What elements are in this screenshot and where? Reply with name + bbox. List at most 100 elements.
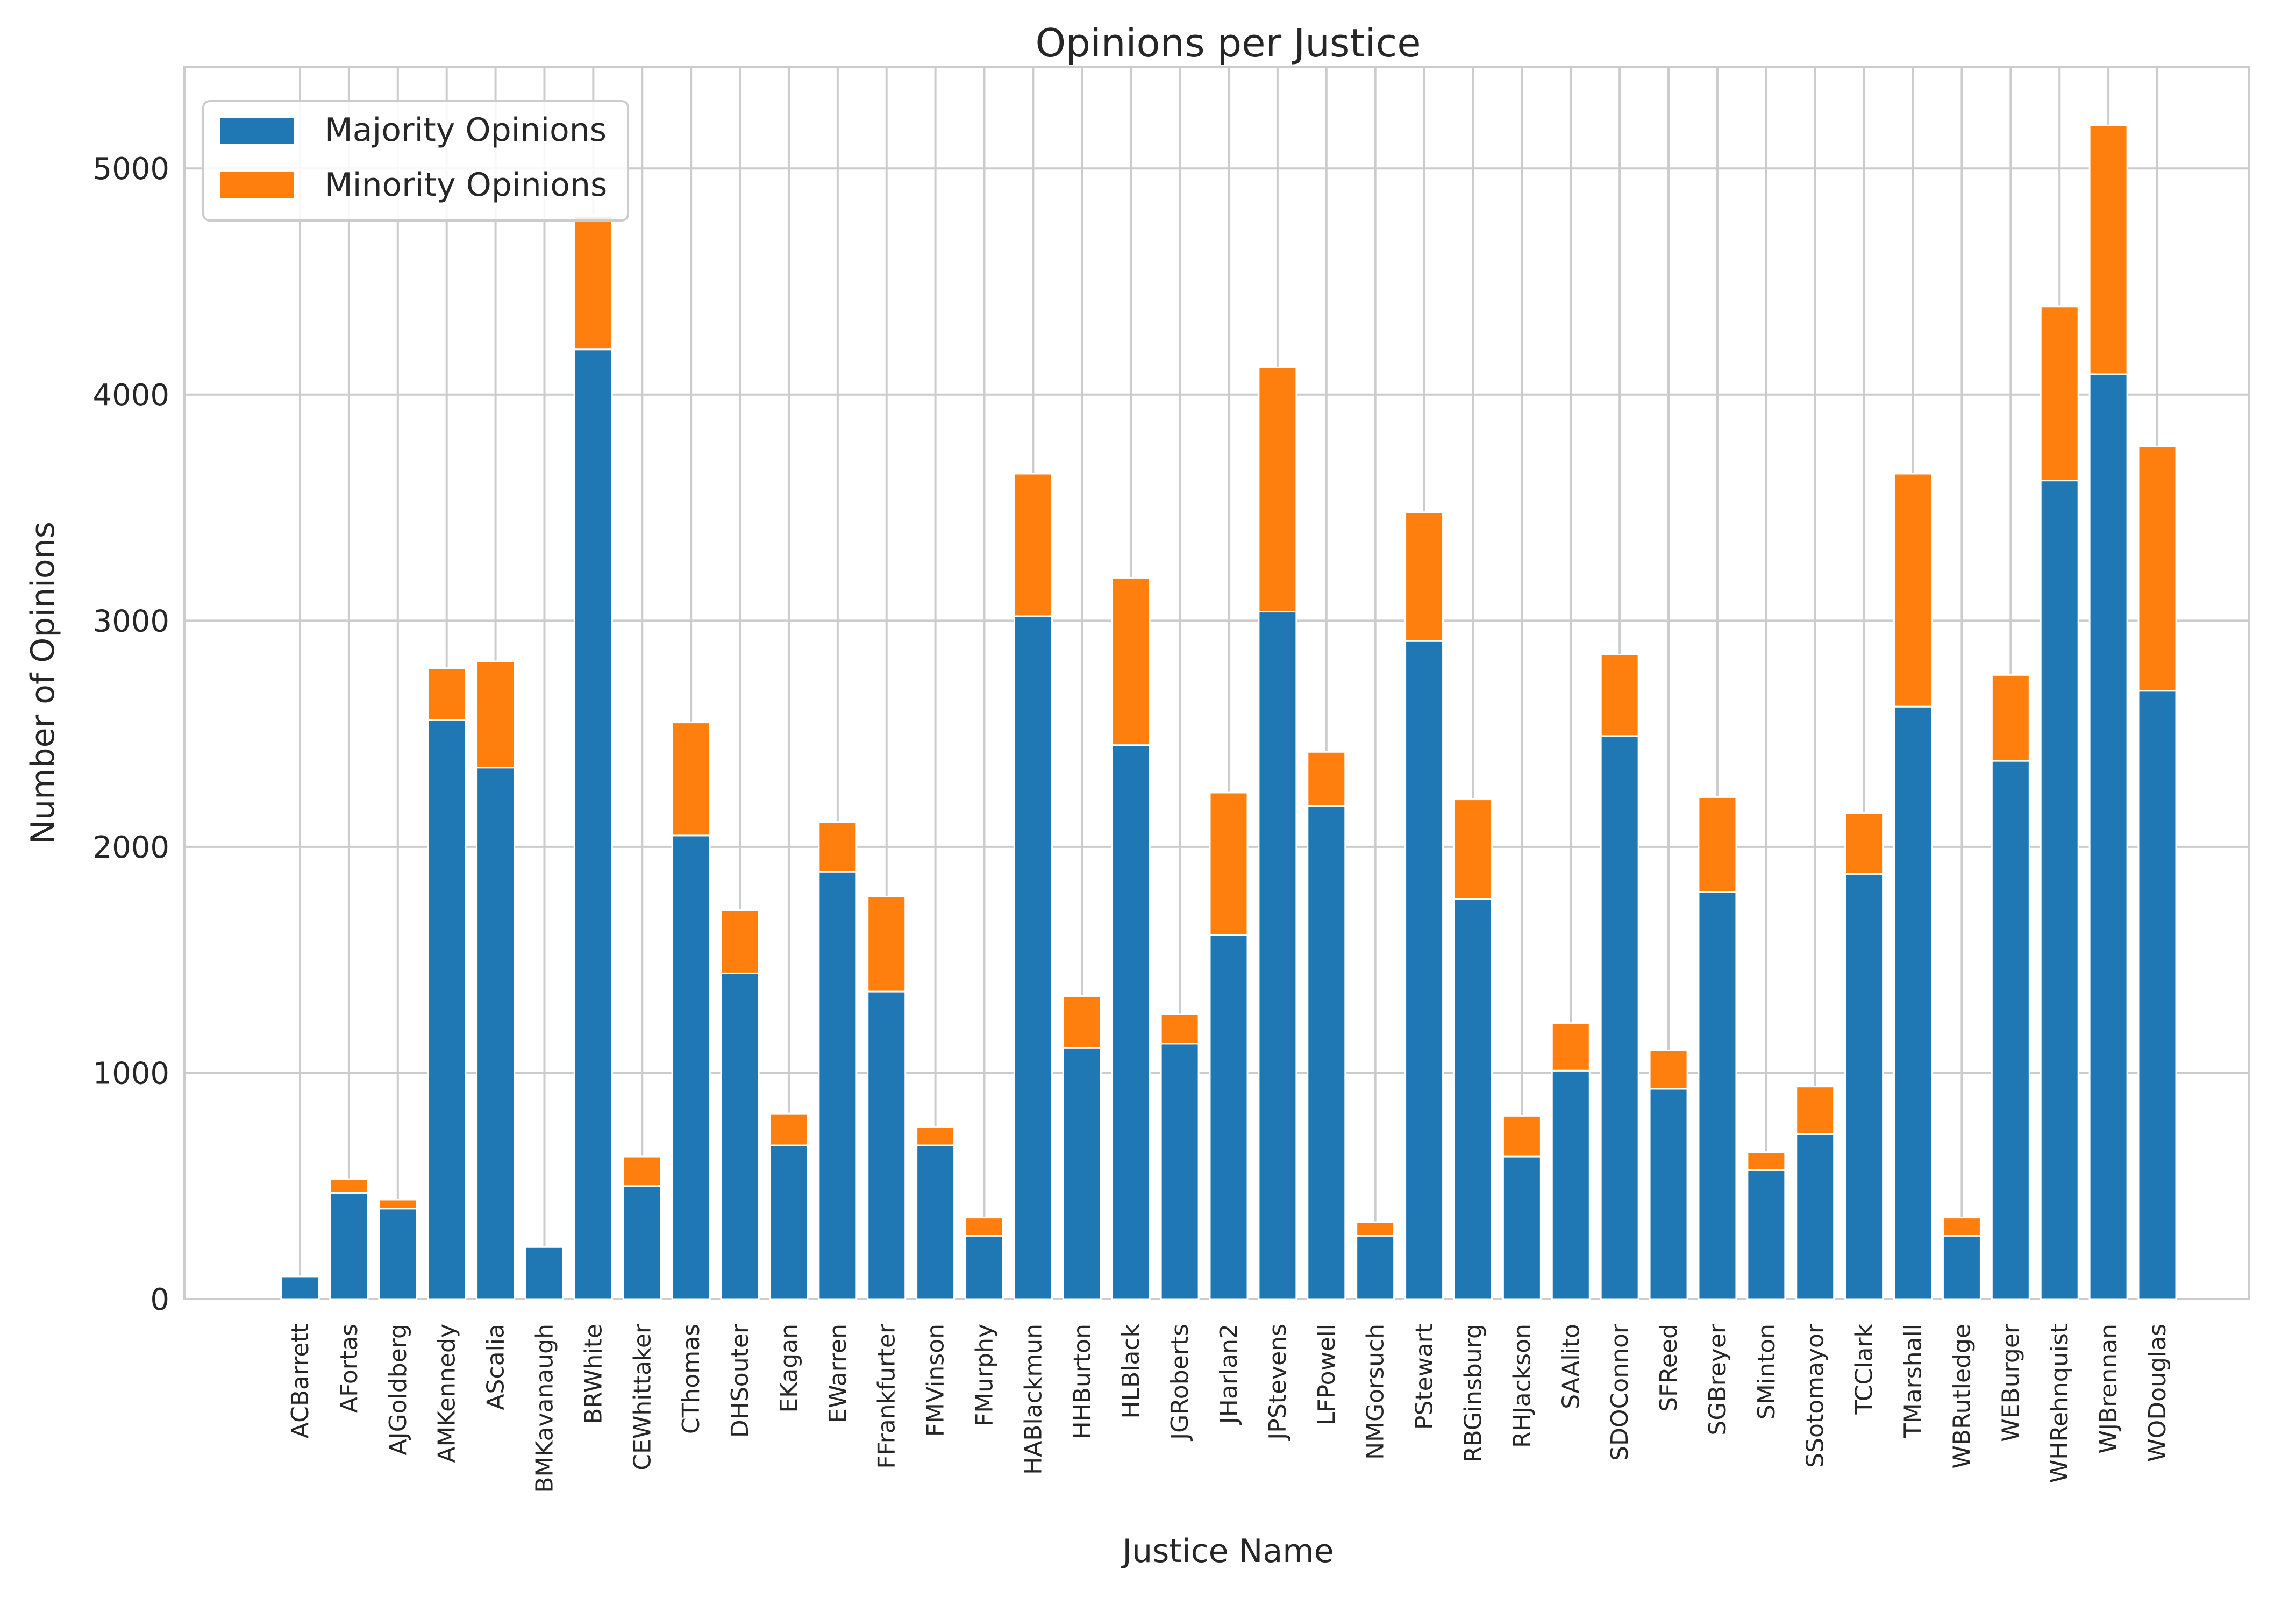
bar-majority — [1942, 1235, 1981, 1300]
bar-minority — [1844, 812, 1884, 875]
bar-minority — [622, 1155, 662, 1187]
bar-majority — [329, 1192, 369, 1300]
y-tick-label: 3000 — [92, 604, 169, 639]
bar-minority — [2137, 446, 2177, 692]
legend: Majority Opinions Minority Opinions — [202, 100, 629, 222]
x-tick-label: EKagan — [775, 1324, 803, 1413]
x-tick-label: TCClark — [1851, 1323, 1878, 1415]
bar-majority — [280, 1275, 320, 1300]
x-tick-label: WHRehnquist — [2046, 1324, 2073, 1483]
x-tick-label: RBGinsburg — [1459, 1324, 1487, 1463]
bar-minority — [965, 1217, 1004, 1237]
x-tick-label: TMarshall — [1900, 1324, 1927, 1438]
x-tick-label: JGRoberts — [1166, 1324, 1194, 1442]
bar-majority — [2137, 690, 2177, 1300]
x-tick-label: WJBrennan — [2095, 1324, 2122, 1453]
bar-majority — [524, 1246, 564, 1300]
x-tick-label: SFReed — [1655, 1324, 1682, 1412]
x-tick-label: CEWhittaker — [629, 1323, 656, 1471]
y-tick-labels: 0 1000 2000 3000 4000 5000 — [92, 152, 169, 1317]
bar-minority — [1942, 1217, 1981, 1237]
x-tick-label: WEBurger — [1997, 1323, 2024, 1442]
bar-minority — [769, 1112, 809, 1146]
bar-minority — [1307, 751, 1346, 807]
bar-majority — [1111, 744, 1151, 1300]
bars — [280, 124, 2177, 1300]
x-tick-label: SMinton — [1753, 1324, 1780, 1419]
bar-minority — [476, 660, 516, 769]
x-tick-label: DHSouter — [726, 1323, 754, 1438]
y-tick-label: 0 — [150, 1282, 169, 1317]
x-tick-label: RHJackson — [1508, 1324, 1536, 1448]
bar-minority — [1551, 1022, 1591, 1072]
bar-minority — [329, 1178, 369, 1194]
legend-label-minority: Minority Opinions — [325, 166, 607, 204]
bar-majority — [427, 719, 467, 1300]
x-tick-label: JHarlan2 — [1215, 1324, 1243, 1425]
x-tick-label: BRWhite — [580, 1324, 607, 1424]
y-tick-label: 1000 — [92, 1056, 169, 1091]
bar-majority — [1502, 1155, 1542, 1300]
bar-majority — [1356, 1235, 1395, 1300]
x-tick-labels: ACBarrett AFortas AJGoldberg AMKennedy AScal… — [287, 1323, 2171, 1493]
bar-majority — [1600, 735, 1639, 1300]
x-tick-label: FMurphy — [971, 1324, 999, 1426]
bar-majority — [1062, 1047, 1102, 1300]
x-tick-label: AScalia — [482, 1324, 510, 1410]
x-tick-label: AJGoldberg — [384, 1324, 412, 1456]
legend-box — [202, 100, 629, 222]
bar-minority — [1356, 1221, 1395, 1237]
bar-minority — [1160, 1013, 1200, 1045]
x-tick-label: AFortas — [336, 1324, 363, 1413]
x-tick-label: SSotomayor — [1802, 1323, 1829, 1468]
x-tick-label: WODouglas — [2144, 1324, 2171, 1462]
bar-majority — [1844, 873, 1884, 1300]
y-axis-label: Number of Opinions — [24, 522, 62, 844]
bar-majority — [1307, 805, 1346, 1300]
bar-minority — [427, 667, 467, 721]
x-tick-label: AMKennedy — [433, 1324, 461, 1463]
bar-majority — [1209, 934, 1249, 1300]
x-tick-label: FMVinson — [922, 1324, 950, 1437]
x-tick-label: ACBarrett — [287, 1324, 314, 1438]
bar-majority — [1893, 705, 1933, 1300]
bar-minority — [818, 821, 858, 873]
x-tick-label: SGBreyer — [1704, 1323, 1731, 1436]
bar-minority — [573, 215, 613, 351]
legend-swatch-minority — [220, 172, 294, 198]
chart-title: Opinions per Justice — [1035, 20, 1421, 66]
bar-minority — [1649, 1049, 1688, 1090]
bar-majority — [2040, 480, 2079, 1300]
x-tick-label: LFPowell — [1313, 1324, 1340, 1425]
bar-minority — [1453, 798, 1493, 900]
bar-minority — [1991, 674, 2030, 762]
x-tick-label: NMGorsuch — [1362, 1324, 1389, 1460]
bar-majority — [1013, 615, 1053, 1300]
x-tick-label: SAAlito — [1557, 1324, 1585, 1409]
bar-majority — [1746, 1169, 1786, 1300]
bar-majority — [916, 1144, 956, 1300]
bar-minority — [1698, 796, 1737, 893]
bar-majority — [378, 1208, 418, 1300]
bar-majority — [720, 972, 760, 1300]
x-axis-label: Justice Name — [1120, 1532, 1334, 1570]
x-tick-label: FFrankfurter — [873, 1323, 901, 1469]
bar-minority — [1404, 511, 1444, 642]
bar-majority — [1404, 640, 1444, 1300]
y-tick-label: 5000 — [92, 152, 169, 187]
bar-majority — [1698, 891, 1737, 1300]
x-tick-label: EWarren — [824, 1324, 852, 1423]
bar-minority — [1258, 366, 1297, 613]
x-tick-label: PStewart — [1411, 1324, 1438, 1430]
x-tick-label: HABlackmun — [1019, 1324, 1047, 1475]
x-tick-label: CThomas — [678, 1324, 705, 1434]
bar-majority — [1795, 1133, 1835, 1300]
bar-minority — [1795, 1086, 1835, 1135]
x-tick-label: SDOConnor — [1606, 1323, 1634, 1461]
bar-minority — [671, 722, 711, 837]
bar-majority — [1551, 1069, 1591, 1300]
bar-majority — [1160, 1043, 1200, 1300]
bar-majority — [573, 348, 613, 1300]
bar-majority — [476, 767, 516, 1300]
